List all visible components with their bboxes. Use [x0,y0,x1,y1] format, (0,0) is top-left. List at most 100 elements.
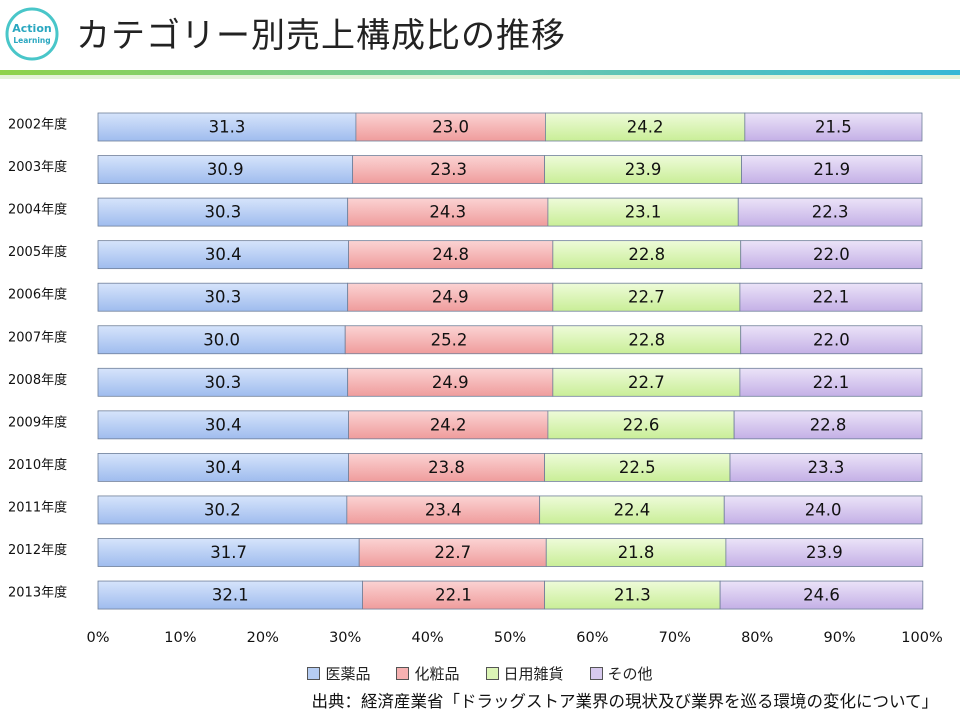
bar-segment [348,410,549,440]
bar-segment [725,538,924,567]
x-tick-label: 40% [411,630,443,646]
legend-item: 化粧品 [396,663,460,684]
data-label: 22.0 [813,330,850,349]
bar-segment [740,240,923,270]
data-label: 22.0 [813,245,850,264]
data-label: 30.0 [203,330,240,349]
data-label: 24.2 [430,415,467,434]
legend-label: 医薬品 [325,665,371,683]
bar-segment [733,410,923,440]
header-divider [0,70,960,79]
data-label: 23.9 [806,543,843,562]
bar-segment [97,495,348,525]
data-label: 23.9 [625,160,662,179]
data-label: 24.6 [803,586,840,605]
data-label: 23.0 [432,118,469,137]
bar-segment [344,325,554,355]
x-tick-label: 20% [247,630,279,646]
bar-segment [97,240,349,270]
x-tick-label: 80% [741,630,773,646]
data-label: 22.8 [810,415,847,434]
bar-segment [97,282,349,312]
bar-segment [97,538,360,567]
data-label: 23.8 [428,458,465,477]
legend-item: 医薬品 [307,663,370,684]
bar-segment [97,580,363,610]
bar-segment [97,367,349,397]
data-label: 22.1 [813,373,850,392]
bar-segment [97,410,349,440]
bar-segment [723,495,923,525]
legend-item: その他 [589,663,653,684]
data-label: 30.9 [207,160,244,179]
bar-segment [737,197,923,227]
bar-segment [744,112,923,142]
data-label: 30.2 [204,500,241,519]
data-label: 22.1 [435,586,472,605]
data-label: 24.8 [432,245,469,264]
category-label: 2007年度 [8,329,67,345]
category-label: 2006年度 [8,287,67,303]
x-tick-label: 60% [576,630,608,646]
bar-segment [348,240,554,270]
bar-segment [739,367,923,397]
data-label: 21.5 [815,118,852,137]
data-label: 22.4 [614,500,651,519]
data-label: 30.3 [204,373,241,392]
bar-segment [544,155,742,184]
category-label: 2013年度 [8,585,67,601]
bar-segment [552,325,742,355]
x-tick-label: 90% [823,630,855,646]
bar-segment [545,538,727,567]
bar-segment [97,197,349,227]
bar-segment [547,197,739,227]
data-label: 22.1 [813,288,850,307]
data-label: 30.4 [205,415,242,434]
data-label: 24.0 [805,500,842,519]
bar-segment [740,325,923,355]
x-tick-label: 10% [164,630,196,646]
bar-segment [552,240,742,270]
data-label: 22.3 [812,203,849,222]
bar-segment [552,282,741,312]
logo-text-learning: Learning [13,36,50,45]
data-label: 30.4 [205,458,242,477]
bar-segment [355,112,546,142]
data-label: 23.3 [808,458,845,477]
data-label: 23.3 [430,160,467,179]
data-label: 30.4 [205,245,242,264]
data-label: 23.4 [425,500,462,519]
legend-label: 日用雑貨 [503,665,564,683]
logo-text-action: Action [12,22,51,35]
category-label: 2002年度 [8,117,67,133]
bar-segment [739,282,923,312]
data-label: 24.9 [432,373,469,392]
data-label: 21.8 [618,543,655,562]
category-label: 2005年度 [8,244,67,260]
legend-swatch [307,667,321,680]
data-label: 24.9 [432,288,469,307]
bar-segment [97,325,346,355]
data-label: 22.8 [628,330,665,349]
chart-legend: 医薬品 化粧品 日用雑貨 その他 [0,663,960,684]
x-tick-label: 30% [329,630,361,646]
stacked-bar-chart: 2002年度 31.3 23.0 24.2 21.5 2003年度 30.9 23.3 23.9… [8,112,943,646]
bar-segment [729,452,923,482]
data-label: 30.3 [204,203,241,222]
bar-segment [362,580,546,610]
category-label: 2009年度 [8,414,67,430]
data-label: 32.1 [212,586,249,605]
bar-segment [545,112,746,142]
data-label: 22.7 [628,373,665,392]
bar-segment [347,367,554,397]
bar-segment [347,282,554,312]
data-label: 31.7 [210,543,247,562]
bar-segment [719,580,924,610]
data-label: 24.3 [429,203,466,222]
source-citation: 出典：経済産業省「ドラッグストア業界の現状及び業界を巡る環境の変化について」 [311,692,938,711]
category-label: 2011年度 [8,499,67,515]
category-label: 2003年度 [8,159,67,175]
data-label: 21.3 [614,586,651,605]
data-label: 25.2 [431,330,468,349]
category-label: 2008年度 [8,372,67,388]
